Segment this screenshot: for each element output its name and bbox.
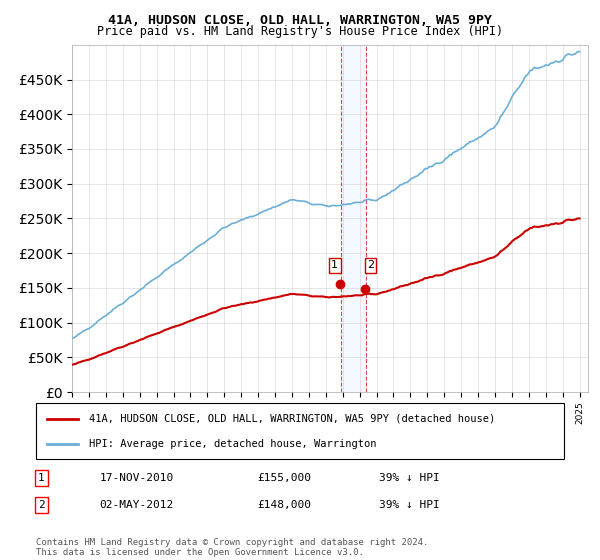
Text: 2: 2 — [367, 260, 374, 270]
Text: 41A, HUDSON CLOSE, OLD HALL, WARRINGTON, WA5 9PY (detached house): 41A, HUDSON CLOSE, OLD HALL, WARRINGTON,… — [89, 414, 495, 424]
Text: 02-MAY-2012: 02-MAY-2012 — [100, 500, 173, 510]
Text: 39% ↓ HPI: 39% ↓ HPI — [379, 473, 440, 483]
Text: 41A, HUDSON CLOSE, OLD HALL, WARRINGTON, WA5 9PY: 41A, HUDSON CLOSE, OLD HALL, WARRINGTON,… — [108, 14, 492, 27]
Text: £155,000: £155,000 — [258, 473, 312, 483]
Text: 17-NOV-2010: 17-NOV-2010 — [100, 473, 173, 483]
Text: Price paid vs. HM Land Registry's House Price Index (HPI): Price paid vs. HM Land Registry's House … — [97, 25, 503, 38]
Bar — [341, 45, 366, 392]
Text: 1: 1 — [331, 260, 338, 270]
Text: 1: 1 — [38, 473, 44, 483]
Text: HPI: Average price, detached house, Warrington: HPI: Average price, detached house, Warr… — [89, 438, 376, 449]
Text: 2: 2 — [38, 500, 44, 510]
FancyBboxPatch shape — [36, 403, 564, 459]
Text: £148,000: £148,000 — [258, 500, 312, 510]
Text: 39% ↓ HPI: 39% ↓ HPI — [379, 500, 440, 510]
Text: Contains HM Land Registry data © Crown copyright and database right 2024.
This d: Contains HM Land Registry data © Crown c… — [36, 538, 428, 557]
